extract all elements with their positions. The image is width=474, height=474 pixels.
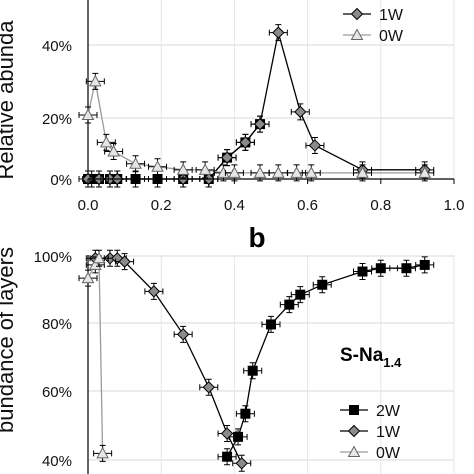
- legend-label: 1W: [376, 424, 401, 441]
- x-tick-label: 0.2: [151, 197, 172, 214]
- triangle-marker: [198, 163, 212, 175]
- sample-annotation: S-Na1.4: [340, 345, 402, 370]
- triangle-marker: [347, 445, 361, 457]
- sample-annotation-subscript: 1.4: [383, 355, 402, 370]
- triangle-marker: [88, 74, 102, 87]
- y-tick-label: 80%: [42, 316, 72, 333]
- diamond-marker: [350, 7, 364, 21]
- legend-label: 0W: [376, 445, 401, 462]
- diamond-marker: [294, 105, 307, 119]
- y-tick-label: 0%: [50, 172, 72, 189]
- square-marker: [295, 289, 306, 300]
- series-line: [87, 255, 104, 454]
- square-marker: [375, 263, 386, 274]
- triangle-marker: [304, 166, 318, 178]
- legend-label: 0W: [379, 28, 404, 45]
- diamond-marker: [308, 139, 322, 152]
- legend-label: 1W: [379, 7, 404, 24]
- y-axis-label: bundance of layers: [0, 247, 18, 433]
- diamond-marker: [347, 424, 361, 438]
- diamond-marker: [235, 457, 248, 470]
- square-marker: [357, 266, 368, 277]
- triangle-marker: [88, 258, 102, 270]
- series-line: [88, 32, 425, 180]
- triangle-marker: [176, 163, 190, 175]
- x-tick-label: 0.4: [224, 197, 245, 214]
- triangle-marker: [418, 166, 432, 178]
- legend-label: 2W: [376, 403, 401, 420]
- diamond-marker: [176, 328, 190, 341]
- square-marker: [247, 365, 258, 376]
- x-tick-label: 1.0: [444, 197, 465, 214]
- square-marker: [349, 405, 359, 415]
- triangle-marker: [92, 251, 106, 264]
- triangle-marker: [81, 271, 95, 284]
- square-marker: [222, 451, 233, 462]
- triangle-marker: [107, 145, 120, 157]
- square-marker: [317, 279, 328, 290]
- diamond-marker: [118, 255, 131, 268]
- y-tick-label: 100%: [34, 249, 72, 266]
- x-tick-label: 0.6: [297, 197, 318, 214]
- diamond-marker: [202, 381, 215, 394]
- triangle-marker: [228, 166, 241, 178]
- panel-b: 40% 60% 80% 100% bundance of layers 2W 1W 0W b S-…: [0, 222, 455, 474]
- triangle-marker: [96, 446, 109, 459]
- square-marker: [419, 259, 430, 270]
- diamond-marker: [272, 26, 285, 39]
- y-tick-label: 40%: [42, 38, 72, 55]
- square-marker: [401, 263, 412, 274]
- triangle-marker: [81, 108, 95, 120]
- triangle-marker: [151, 160, 164, 172]
- diamond-marker: [220, 427, 234, 440]
- triangle-marker: [350, 28, 364, 40]
- triangle-marker: [290, 166, 303, 178]
- y-tick-label: 40%: [42, 453, 72, 470]
- square-marker: [284, 299, 295, 310]
- y-axis-label: Relative abunda: [0, 20, 18, 180]
- y-tick-label: 60%: [42, 384, 72, 401]
- sample-annotation-main: S-Na: [340, 345, 384, 366]
- square-marker: [233, 431, 244, 442]
- panel-label: b: [248, 222, 265, 253]
- triangle-marker: [99, 135, 113, 148]
- triangle-marker: [129, 157, 142, 169]
- diamond-marker: [239, 136, 252, 149]
- triangle-marker: [271, 166, 285, 178]
- square-marker: [266, 319, 276, 330]
- x-tick-label: 0.8: [370, 197, 391, 214]
- triangle-marker: [253, 166, 267, 178]
- square-marker: [240, 408, 251, 419]
- triangle-marker: [356, 166, 369, 178]
- diamond-marker: [253, 117, 267, 131]
- diamond-marker: [220, 151, 234, 164]
- y-tick-label: 20%: [42, 111, 72, 128]
- diamond-marker: [147, 285, 161, 298]
- legend: 2W 1W 0W: [340, 403, 401, 462]
- x-tick-label: 0.0: [78, 197, 99, 214]
- series-line: [95, 257, 243, 464]
